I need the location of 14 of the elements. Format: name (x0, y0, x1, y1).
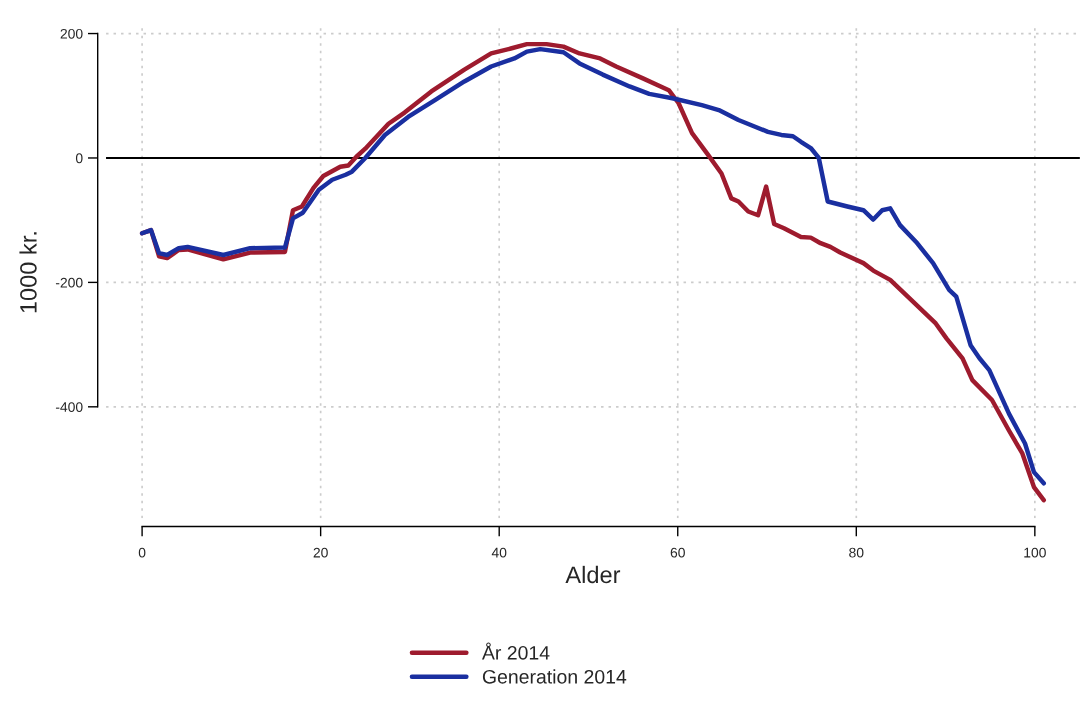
x-tick-label: 80 (849, 547, 864, 558)
x-tick-label: 100 (1024, 547, 1046, 558)
y-tick-label: 200 (60, 28, 83, 39)
legend-label: År 2014 (481, 642, 550, 660)
y-tick-label: 0 (75, 153, 83, 164)
y-tick-label: -400 (55, 402, 83, 412)
x-axis-title: Alder (565, 565, 621, 584)
x-tick-label: 0 (138, 547, 146, 558)
y-axis-title: 1000 kr. (19, 232, 37, 313)
x-tick-label: 60 (670, 547, 685, 558)
x-tick-label: 20 (313, 547, 328, 558)
y-tick-label: -200 (55, 277, 83, 288)
x-tick-label: 40 (491, 547, 507, 558)
legend-label: Generation 2014 (482, 669, 627, 684)
